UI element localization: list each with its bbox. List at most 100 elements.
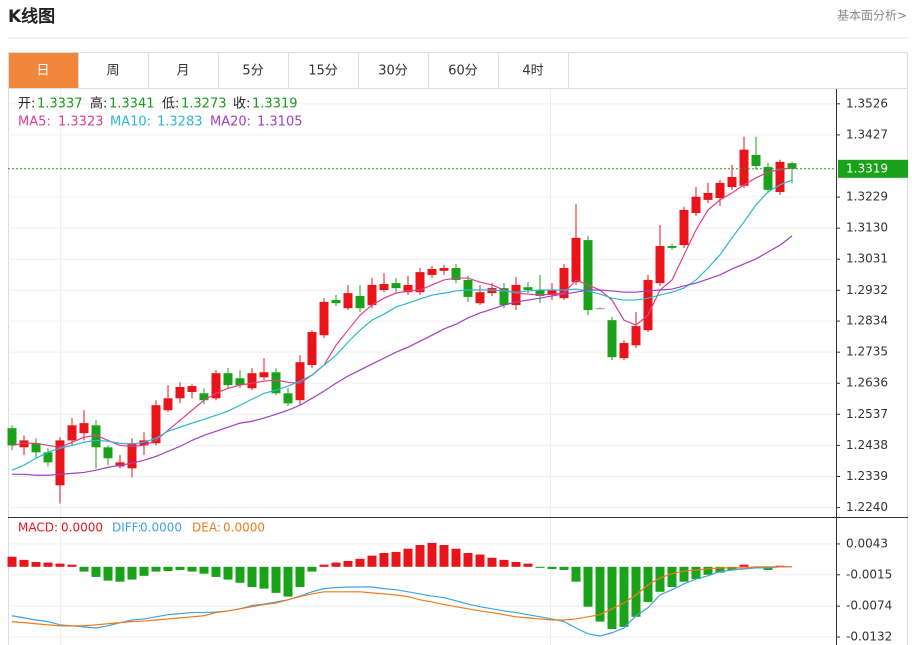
candle-body: [223, 373, 233, 386]
labels: 1.3526 1.3427 1.3229 1.3130 1.3031 1.2932 1.28…: [18, 96, 908, 644]
candle-body: [343, 293, 353, 309]
macd-bar: [199, 566, 209, 574]
y-tick-label: 1.3130: [846, 221, 888, 235]
macd-bar: [295, 566, 305, 588]
macd-bar: [115, 566, 125, 582]
macd-bar: [79, 566, 89, 572]
candle-body: [319, 301, 329, 336]
candle-body: [259, 372, 269, 378]
macd-bar: [391, 551, 401, 567]
macd-bar: [283, 566, 293, 597]
candle-body: [7, 428, 17, 446]
candle-body: [115, 462, 125, 467]
tab-label[interactable]: 5分: [242, 64, 263, 79]
macd-bar: [139, 566, 149, 576]
candle-body: [19, 440, 29, 448]
legend-name: MA10:: [110, 115, 151, 130]
candle-body: [55, 440, 65, 486]
tab[interactable]: [8, 52, 79, 89]
candle-body: [739, 149, 749, 186]
macd-bar: [55, 563, 65, 567]
candle-body: [187, 386, 197, 393]
candle-body: [595, 308, 605, 310]
candle-body: [679, 209, 689, 246]
info-value: 1.3319: [252, 97, 298, 112]
marks: [7, 136, 836, 637]
tab-label[interactable]: 日: [36, 64, 49, 79]
macd-bar: [715, 566, 725, 573]
candle-body: [367, 284, 377, 306]
info-label: 高:: [90, 96, 107, 112]
y-tick-label: 1.2339: [846, 469, 888, 483]
tab[interactable]: [358, 52, 429, 89]
macd-bar: [67, 564, 77, 567]
last-price-tag: [838, 159, 908, 178]
candle-body: [583, 240, 593, 311]
macd-bar: [343, 560, 353, 567]
y-tick-label: -0.0074: [846, 599, 892, 613]
tab[interactable]: [148, 52, 219, 89]
tab-label[interactable]: 30分: [378, 64, 408, 79]
macd-bar: [499, 559, 509, 567]
candle-body: [655, 246, 665, 284]
candle-body: [511, 284, 521, 306]
y-tick-label: 1.2636: [846, 376, 888, 390]
info-value: 1.3337: [37, 97, 83, 112]
macd-bar: [127, 566, 137, 580]
candle-body: [307, 332, 317, 366]
analysis-link[interactable]: 基本面分析>: [837, 9, 907, 23]
macd-bar: [619, 566, 629, 627]
tab-label[interactable]: 60分: [448, 64, 478, 79]
legend-value: 1.3105: [257, 115, 303, 130]
candle-body: [379, 284, 389, 290]
candle-body: [151, 405, 161, 444]
candle-body: [127, 443, 137, 469]
legend-name: DEA:: [192, 521, 221, 535]
tab[interactable]: [498, 52, 569, 89]
macd-line: [11, 566, 792, 627]
tab[interactable]: [288, 52, 359, 89]
candle-body: [139, 440, 149, 446]
candle-body: [523, 287, 533, 290]
info-label: 收:: [233, 97, 250, 112]
tab[interactable]: [78, 52, 149, 89]
macd-bar: [187, 566, 197, 572]
candle-body: [283, 393, 293, 404]
macd-bar: [43, 562, 53, 567]
candle-body: [235, 378, 245, 386]
y-tick-label: -0.0132: [846, 630, 892, 644]
tab[interactable]: [218, 52, 289, 89]
y-tick-label: 1.3031: [846, 252, 888, 266]
tab-label[interactable]: 月: [176, 64, 189, 79]
candle-body: [727, 176, 737, 188]
macd-bar: [451, 548, 461, 567]
legend-value: 0.0000: [61, 521, 103, 535]
candle-body: [703, 192, 713, 200]
candle-body: [355, 295, 365, 309]
y-tick-label: 0.0043: [846, 536, 888, 550]
tab-label[interactable]: 15分: [308, 64, 338, 79]
y-tick-label: 1.2438: [846, 438, 888, 452]
page-title: K线图: [8, 6, 55, 27]
macd-bar: [667, 566, 677, 588]
macd-bar: [235, 566, 245, 583]
macd-bar: [739, 564, 749, 567]
tab-label[interactable]: 周: [106, 64, 119, 79]
candle-body: [391, 283, 401, 289]
macd-bar: [679, 566, 689, 582]
candle-body: [43, 452, 53, 463]
legend-name: MA20:: [210, 115, 251, 130]
macd-bar: [691, 566, 701, 580]
macd-bar: [151, 566, 161, 572]
tab-label[interactable]: 4时: [522, 64, 543, 79]
macd-bar: [211, 566, 221, 577]
macd-bar: [379, 552, 389, 567]
macd-bar: [439, 545, 449, 567]
macd-bar: [535, 566, 545, 568]
candle-body: [715, 182, 725, 199]
legend-value: 0.0000: [140, 521, 182, 535]
y-tick-label: 1.3229: [846, 190, 888, 204]
macd-bar: [163, 566, 173, 572]
macd-bar: [91, 566, 101, 577]
